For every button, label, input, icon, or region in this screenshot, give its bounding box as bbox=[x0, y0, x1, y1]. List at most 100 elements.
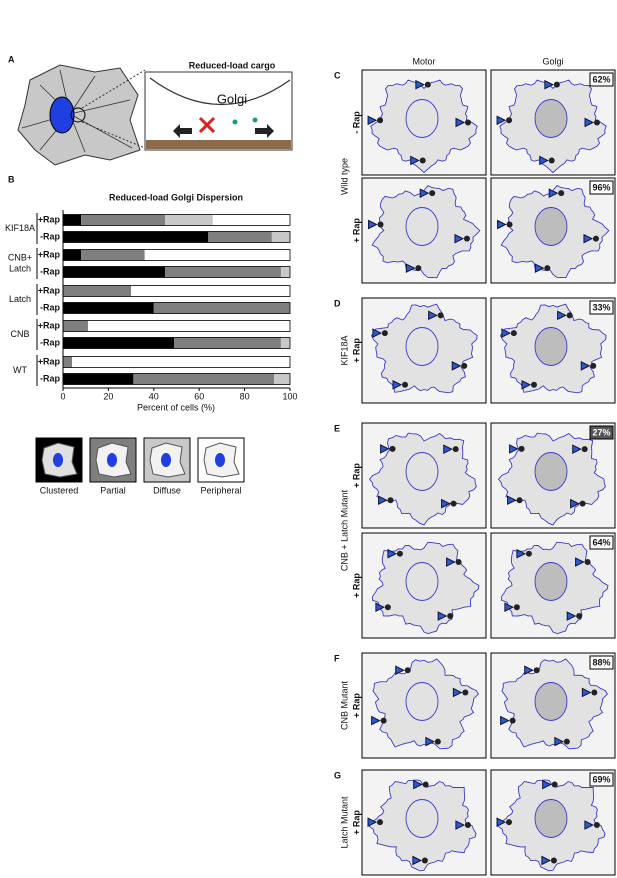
nucleus-outline bbox=[534, 562, 568, 601]
panel-letter: G bbox=[334, 770, 341, 780]
puncta bbox=[550, 857, 557, 864]
arrowhead bbox=[371, 715, 381, 726]
legend-item: Peripheral bbox=[197, 437, 245, 495]
x-axis-label: Percent of cells (%) bbox=[137, 402, 215, 412]
puncta bbox=[377, 117, 384, 124]
legend-nucleus bbox=[215, 453, 225, 467]
cell-shape bbox=[17, 64, 141, 166]
arrowhead bbox=[548, 188, 559, 198]
arrowhead bbox=[544, 79, 554, 90]
arrowhead bbox=[413, 779, 423, 790]
arrowhead bbox=[455, 117, 466, 128]
micrograph bbox=[490, 69, 616, 176]
puncta bbox=[404, 667, 411, 674]
puncta bbox=[593, 822, 600, 829]
bar-segment bbox=[63, 302, 154, 314]
arrowhead bbox=[504, 602, 515, 613]
organelle-label: Golgi bbox=[217, 91, 247, 106]
nucleus-outline bbox=[405, 682, 439, 721]
arrowhead bbox=[500, 715, 510, 726]
puncta bbox=[579, 500, 586, 507]
puncta bbox=[591, 689, 598, 696]
arrowhead bbox=[542, 779, 552, 790]
condition-label: CNB Mutant bbox=[339, 680, 349, 730]
panel-letter: C bbox=[334, 70, 341, 80]
group-label: CNB bbox=[10, 329, 29, 339]
bar-segment bbox=[81, 249, 145, 261]
micrograph bbox=[490, 769, 616, 876]
micrograph bbox=[361, 532, 487, 639]
bar-segment bbox=[131, 285, 290, 297]
arrowhead bbox=[410, 155, 420, 166]
arrowhead bbox=[521, 379, 532, 390]
arrowhead bbox=[584, 820, 595, 830]
cell-interior bbox=[372, 658, 479, 750]
row-label: +Rap bbox=[38, 249, 61, 259]
panel-letter: E bbox=[334, 423, 340, 433]
puncta bbox=[548, 157, 555, 164]
score-box bbox=[589, 535, 614, 550]
bar-segment bbox=[133, 373, 275, 385]
score: 88% bbox=[592, 657, 610, 667]
nucleus-outline bbox=[534, 207, 568, 246]
nucleus-outline bbox=[534, 682, 568, 721]
condition-label: CNB + Latch Mutant bbox=[339, 489, 349, 571]
bar-segment bbox=[280, 266, 290, 278]
panel-letter: D bbox=[334, 298, 341, 308]
score-box bbox=[589, 180, 614, 195]
bar-segment bbox=[165, 266, 281, 278]
bar-segment bbox=[63, 373, 134, 385]
puncta bbox=[518, 445, 525, 452]
arrowhead bbox=[516, 548, 527, 559]
x-tick-label: 0 bbox=[60, 391, 65, 401]
arrowhead bbox=[375, 602, 386, 613]
x-tick-label: 60 bbox=[194, 391, 204, 401]
puncta bbox=[421, 857, 428, 864]
golgi-membrane bbox=[149, 77, 291, 106]
group-label: WT bbox=[13, 365, 27, 375]
score-box bbox=[589, 425, 614, 440]
arrowhead bbox=[575, 557, 585, 567]
arrowhead bbox=[446, 557, 456, 567]
micrograph bbox=[361, 652, 487, 759]
bar-segment bbox=[153, 302, 290, 314]
cell-interior bbox=[371, 541, 480, 635]
bar-segment bbox=[212, 214, 290, 226]
micrograph bbox=[490, 297, 616, 404]
nucleus-outline bbox=[534, 452, 568, 491]
score: 69% bbox=[592, 774, 610, 784]
puncta bbox=[581, 446, 588, 453]
puncta bbox=[558, 190, 565, 197]
bar-segment bbox=[280, 337, 290, 349]
condition-label: Wild type bbox=[339, 158, 349, 195]
motor bbox=[232, 119, 238, 125]
arrowhead bbox=[387, 548, 398, 559]
row-label: +Rap bbox=[38, 320, 61, 330]
arrowhead bbox=[415, 79, 425, 90]
treatment-label: + Rap bbox=[351, 218, 361, 243]
legend-nucleus bbox=[161, 453, 171, 467]
score: 64% bbox=[592, 537, 610, 547]
puncta bbox=[415, 265, 422, 272]
score: 96% bbox=[592, 182, 610, 192]
treatment-label: + Rap bbox=[351, 463, 361, 488]
arrowhead bbox=[405, 263, 416, 273]
arrowhead bbox=[566, 611, 577, 621]
condition-label: KIF18A bbox=[339, 335, 349, 365]
arrowhead bbox=[372, 328, 382, 338]
arrowhead bbox=[496, 115, 507, 126]
puncta bbox=[437, 312, 444, 319]
chart-title: Reduced-load Golgi Dispersion bbox=[109, 192, 243, 202]
arrowhead bbox=[541, 855, 552, 866]
cell-interior bbox=[371, 185, 481, 279]
arrowhead bbox=[392, 379, 403, 390]
row-label: -Rap bbox=[40, 302, 61, 312]
arrowhead bbox=[534, 263, 545, 273]
legend-nucleus bbox=[107, 453, 117, 467]
arrowhead bbox=[524, 665, 534, 676]
arrowhead bbox=[367, 115, 378, 126]
cross bbox=[198, 116, 216, 134]
arrow-right bbox=[255, 124, 274, 138]
zoom-line bbox=[81, 69, 146, 109]
arrowhead bbox=[557, 310, 567, 321]
